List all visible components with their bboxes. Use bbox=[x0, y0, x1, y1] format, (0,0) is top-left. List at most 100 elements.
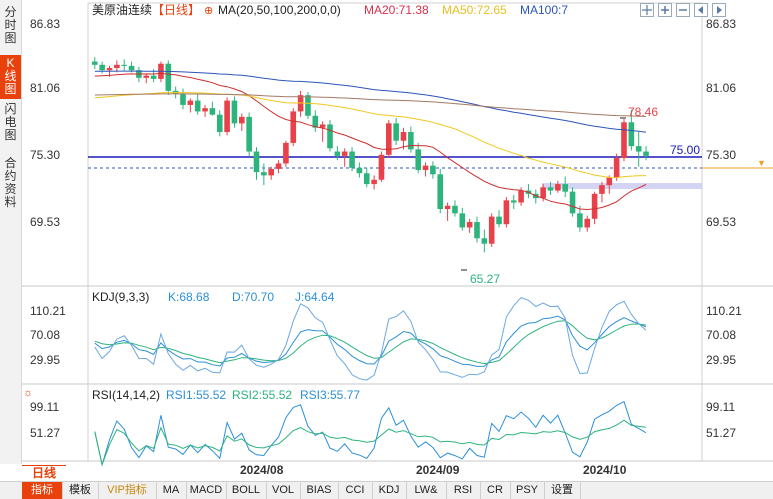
candle-body[interactable] bbox=[261, 172, 267, 176]
plus-circle-icon[interactable]: ⊕ bbox=[204, 5, 213, 17]
candle-body[interactable] bbox=[459, 213, 466, 228]
candle-body[interactable] bbox=[92, 61, 98, 65]
candle-body[interactable] bbox=[437, 174, 444, 210]
candle-body[interactable] bbox=[231, 100, 238, 124]
side-tab-char: 合 bbox=[4, 156, 17, 170]
candle-body[interactable] bbox=[452, 205, 458, 214]
candle-body[interactable] bbox=[246, 116, 252, 152]
tab-psy[interactable]: PSY bbox=[510, 482, 545, 499]
candle-body[interactable] bbox=[393, 123, 399, 141]
tab-vol[interactable]: VOL bbox=[266, 482, 301, 499]
candle-body[interactable] bbox=[643, 151, 649, 156]
candle-body[interactable] bbox=[349, 151, 355, 168]
candle-body[interactable] bbox=[591, 193, 598, 219]
candle-body[interactable] bbox=[253, 151, 260, 173]
candle-body[interactable] bbox=[599, 185, 605, 194]
candle-body[interactable] bbox=[635, 146, 642, 152]
candle-body[interactable] bbox=[290, 111, 297, 143]
candle-body[interactable] bbox=[224, 100, 230, 133]
candle-body[interactable] bbox=[569, 191, 576, 214]
zoom-in-icon[interactable] bbox=[658, 3, 672, 17]
candle-body[interactable] bbox=[400, 132, 407, 141]
candle-body[interactable] bbox=[415, 149, 421, 170]
candle-body[interactable] bbox=[187, 100, 194, 105]
tab-boll[interactable]: BOLL bbox=[226, 482, 267, 499]
candle-body[interactable] bbox=[180, 94, 186, 105]
candle-body[interactable] bbox=[422, 165, 429, 170]
candle-body[interactable] bbox=[268, 168, 274, 176]
candle-body[interactable] bbox=[319, 124, 326, 128]
scroll-left-icon[interactable] bbox=[694, 3, 708, 17]
zoom-out-icon[interactable] bbox=[676, 3, 690, 17]
candle-body[interactable] bbox=[209, 108, 216, 115]
candle-body[interactable] bbox=[327, 124, 333, 149]
candle-body[interactable] bbox=[341, 151, 348, 156]
crosshair-icon[interactable] bbox=[640, 3, 654, 17]
tab-indicator[interactable]: 指标 bbox=[22, 482, 63, 499]
tab-lwr[interactable]: LW& bbox=[406, 482, 447, 499]
candle-body[interactable] bbox=[496, 216, 502, 225]
candle-body[interactable] bbox=[114, 64, 120, 69]
side-tab-timeshare[interactable]: 分 时 图 bbox=[0, 6, 21, 46]
candle-body[interactable] bbox=[363, 173, 370, 185]
candle-body[interactable] bbox=[106, 68, 113, 71]
candle-body[interactable] bbox=[510, 200, 517, 203]
ma100-value: MA100:7 bbox=[520, 3, 568, 17]
tab-kdj[interactable]: KDJ bbox=[372, 482, 407, 499]
candle-body[interactable] bbox=[121, 64, 127, 66]
candle-body[interactable] bbox=[202, 108, 208, 112]
candle-body[interactable] bbox=[408, 132, 414, 150]
candle-body[interactable] bbox=[555, 184, 561, 191]
candle-body[interactable] bbox=[503, 200, 510, 225]
tab-vip-indicator[interactable]: VIP指标 bbox=[98, 482, 157, 499]
candle-body[interactable] bbox=[143, 75, 150, 78]
sun-icon[interactable]: ☼ bbox=[23, 387, 33, 399]
candle-body[interactable] bbox=[584, 218, 591, 228]
candle-body[interactable] bbox=[371, 179, 377, 185]
candle-body[interactable] bbox=[481, 238, 488, 244]
tab-rsi[interactable]: RSI bbox=[446, 482, 481, 499]
candle-body[interactable] bbox=[165, 63, 172, 91]
candle-body[interactable] bbox=[128, 65, 135, 71]
candle-body[interactable] bbox=[488, 216, 495, 244]
candle-body[interactable] bbox=[334, 151, 341, 156]
tab-template[interactable]: 模板 bbox=[62, 482, 99, 499]
candle-body[interactable] bbox=[540, 187, 546, 199]
side-tab-contract-info[interactable]: 合 约 资 料 bbox=[0, 157, 21, 211]
candle-body[interactable] bbox=[216, 114, 223, 133]
candle-body[interactable] bbox=[577, 213, 583, 228]
candle-body[interactable] bbox=[194, 100, 201, 112]
candle-body[interactable] bbox=[275, 163, 282, 169]
candle-body[interactable] bbox=[613, 158, 620, 178]
candle-body[interactable] bbox=[386, 123, 392, 155]
candle-body[interactable] bbox=[305, 95, 311, 116]
scroll-right-icon[interactable] bbox=[712, 3, 726, 17]
tab-macd[interactable]: MACD bbox=[186, 482, 227, 499]
period-tab-daily[interactable]: 日线 bbox=[22, 465, 66, 481]
tab-ma[interactable]: MA bbox=[156, 482, 187, 499]
candle-body[interactable] bbox=[312, 115, 319, 128]
price-zone-band[interactable] bbox=[542, 183, 702, 189]
candle-body[interactable] bbox=[547, 187, 554, 191]
candle-body[interactable] bbox=[356, 167, 363, 174]
candle-body[interactable] bbox=[606, 177, 613, 186]
tab-cci[interactable]: CCI bbox=[338, 482, 373, 499]
candle-body[interactable] bbox=[430, 165, 436, 175]
candle-body[interactable] bbox=[562, 184, 568, 192]
candle-body[interactable] bbox=[378, 154, 385, 180]
side-tab-kline[interactable]: K 线 图 bbox=[0, 55, 21, 99]
tab-cr[interactable]: CR bbox=[480, 482, 511, 499]
candle-body[interactable] bbox=[474, 222, 480, 239]
candle-body[interactable] bbox=[518, 190, 524, 203]
candle-body[interactable] bbox=[150, 75, 157, 79]
side-tab-flash[interactable]: 闪 电 图 bbox=[0, 103, 21, 143]
tab-bias[interactable]: BIAS bbox=[300, 482, 339, 499]
candle-body[interactable] bbox=[99, 64, 105, 71]
tab-settings[interactable]: 设置 bbox=[544, 482, 581, 499]
candle-body[interactable] bbox=[239, 116, 245, 124]
candle-body[interactable] bbox=[466, 222, 473, 228]
candle-body[interactable] bbox=[628, 122, 635, 147]
candle-body[interactable] bbox=[444, 205, 451, 210]
candle-body[interactable] bbox=[283, 142, 289, 164]
candle-body[interactable] bbox=[621, 122, 627, 159]
